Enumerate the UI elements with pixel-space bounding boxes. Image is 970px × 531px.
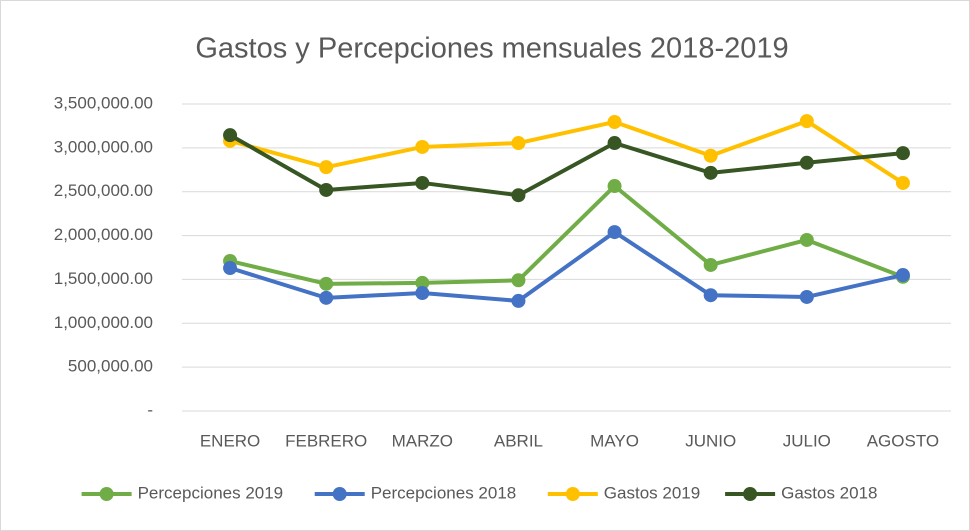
data-point — [799, 232, 814, 247]
data-point — [319, 160, 334, 175]
data-point — [319, 182, 334, 197]
y-tick-label: 2,500,000.00 — [54, 181, 153, 200]
y-tick-label: 1,500,000.00 — [54, 269, 153, 288]
data-point — [511, 293, 526, 308]
data-point — [703, 165, 718, 180]
legend-label: Gastos 2019 — [604, 483, 700, 502]
series-line — [229, 230, 904, 303]
y-tick-label: 2,000,000.00 — [54, 225, 153, 244]
data-point — [319, 276, 334, 291]
y-tick-label: 3,000,000.00 — [54, 137, 153, 156]
y-tick-label: 500,000.00 — [68, 357, 153, 376]
data-point — [607, 136, 622, 151]
legend-marker — [332, 487, 347, 501]
data-point — [895, 268, 910, 283]
data-point — [415, 275, 430, 290]
x-tick-label: ENERO — [200, 431, 260, 450]
data-point — [607, 114, 622, 129]
data-point — [607, 179, 622, 194]
legend-label: Gastos 2018 — [781, 483, 877, 502]
data-point — [799, 114, 814, 129]
data-point — [703, 288, 718, 303]
series-line — [229, 133, 904, 198]
x-tick-label: AGOSTO — [867, 431, 939, 450]
series-line — [229, 119, 905, 185]
y-tick-label: 3,500,000.00 — [54, 93, 153, 112]
data-point — [799, 289, 814, 304]
legend-marker — [99, 487, 114, 501]
data-point — [895, 175, 910, 190]
data-point — [703, 148, 718, 163]
y-tick-label: - — [147, 400, 153, 419]
legend-label: Percepciones 2019 — [138, 483, 284, 502]
x-tick-label: MARZO — [392, 431, 453, 450]
data-point — [319, 290, 334, 305]
data-point — [895, 146, 910, 161]
data-point — [223, 261, 238, 276]
data-point — [223, 128, 238, 143]
x-tick-label: JUNIO — [685, 431, 736, 450]
legend-label: Percepciones 2018 — [371, 483, 517, 502]
data-point — [703, 257, 718, 272]
y-tick-label: 1,000,000.00 — [54, 313, 153, 332]
legend-marker — [743, 487, 758, 501]
data-point — [415, 286, 430, 301]
data-point — [415, 139, 430, 154]
legend-marker — [565, 487, 580, 501]
data-point — [607, 225, 622, 240]
data-point — [511, 188, 526, 203]
data-point — [511, 273, 526, 288]
x-tick-label: ABRIL — [494, 431, 543, 450]
x-tick-label: MAYO — [590, 431, 639, 450]
chart-title: Gastos y Percepciones mensuales 2018-201… — [195, 33, 788, 65]
data-point — [415, 175, 430, 190]
series-line — [229, 184, 904, 286]
data-point — [511, 136, 526, 151]
x-tick-label: JULIO — [783, 431, 831, 450]
data-point — [799, 155, 814, 170]
x-tick-label: FEBRERO — [285, 431, 367, 450]
